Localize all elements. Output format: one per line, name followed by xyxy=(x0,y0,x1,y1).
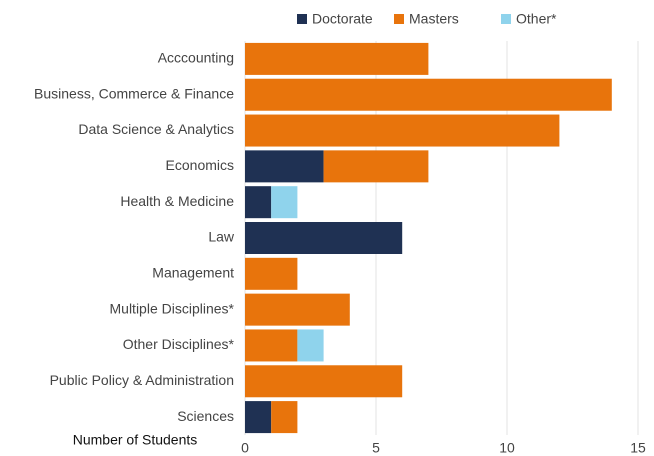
bar-segment xyxy=(271,401,298,434)
bar-segment xyxy=(245,257,298,290)
y-tick-label: Public Policy & Administration xyxy=(50,372,234,388)
x-axis-label: Number of Students xyxy=(73,432,198,448)
bar-segment xyxy=(271,186,298,219)
legend-label: Other* xyxy=(516,11,557,27)
bar-segment xyxy=(245,222,403,254)
bar-segment xyxy=(297,329,324,362)
y-tick-label: Other Disciplines* xyxy=(123,336,235,352)
y-tick-label: Data Science & Analytics xyxy=(78,121,234,137)
y-tick-label: Health & Medicine xyxy=(120,193,234,209)
bar-segment xyxy=(245,365,403,398)
bar-segment xyxy=(245,186,272,219)
y-tick-label: Law xyxy=(208,229,235,245)
legend-swatch xyxy=(297,14,307,24)
bar-segment xyxy=(245,42,429,75)
bar-segment xyxy=(323,150,429,183)
x-tick-label: 10 xyxy=(499,440,515,456)
legend-label: Masters xyxy=(409,11,459,27)
y-tick-label: Economics xyxy=(166,157,234,173)
bar-segment xyxy=(245,78,612,111)
y-tick-label: Multiple Disciplines* xyxy=(110,300,235,316)
bar-segment xyxy=(245,114,560,147)
y-tick-label: Sciences xyxy=(177,408,234,424)
bar-segment xyxy=(245,293,350,326)
legend-swatch xyxy=(501,14,511,24)
x-tick-label: 0 xyxy=(241,440,249,456)
bar-segment xyxy=(245,329,298,362)
bar-segment xyxy=(245,401,272,434)
bar-segment xyxy=(245,150,324,183)
y-tick-label: Management xyxy=(152,265,234,281)
legend-swatch xyxy=(394,14,404,24)
x-tick-label: 15 xyxy=(630,440,646,456)
y-tick-label: Acccounting xyxy=(158,50,234,66)
y-tick-label: Business, Commerce & Finance xyxy=(34,85,234,101)
legend-label: Doctorate xyxy=(312,11,373,27)
x-tick-label: 5 xyxy=(372,440,380,456)
